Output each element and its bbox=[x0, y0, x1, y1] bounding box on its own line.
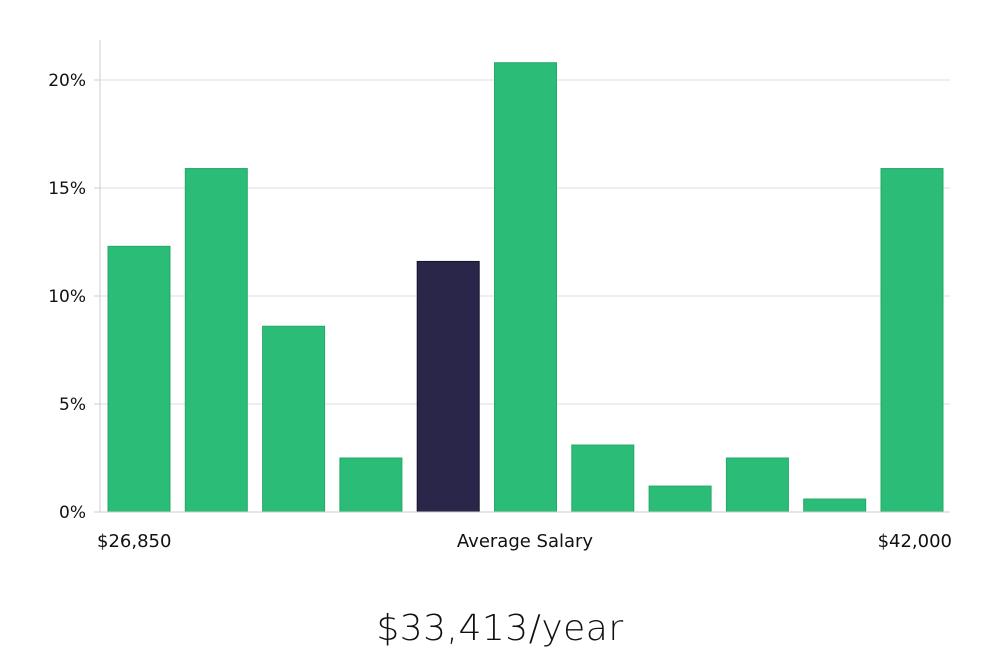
y-tick-label: 10% bbox=[48, 287, 86, 307]
y-tick-label: 0% bbox=[59, 503, 86, 523]
y-tick-label: 5% bbox=[59, 395, 86, 415]
y-tick-label: 20% bbox=[48, 71, 86, 91]
salary-histogram: 0% 5% 10% 15% 20% $26,850 Average Salary $42,00… bbox=[48, 40, 952, 552]
salary-bar bbox=[571, 444, 635, 513]
salary-bar bbox=[262, 325, 326, 513]
salary-bar bbox=[648, 485, 712, 513]
salary-bar bbox=[803, 498, 867, 513]
salary-bar bbox=[184, 168, 248, 513]
salary-bar bbox=[107, 245, 171, 513]
x-label-min: $26,850 bbox=[97, 531, 171, 552]
salary-bar bbox=[725, 457, 789, 513]
x-label-max: $42,000 bbox=[878, 531, 952, 552]
salary-bar bbox=[339, 457, 403, 513]
salary-bar bbox=[494, 62, 557, 513]
x-label-center: Average Salary bbox=[457, 531, 594, 552]
average-salary-value: $33,413/year bbox=[376, 608, 624, 649]
average-salary-bar bbox=[416, 260, 480, 513]
y-tick-label: 15% bbox=[48, 179, 86, 199]
salary-bar bbox=[880, 168, 944, 513]
